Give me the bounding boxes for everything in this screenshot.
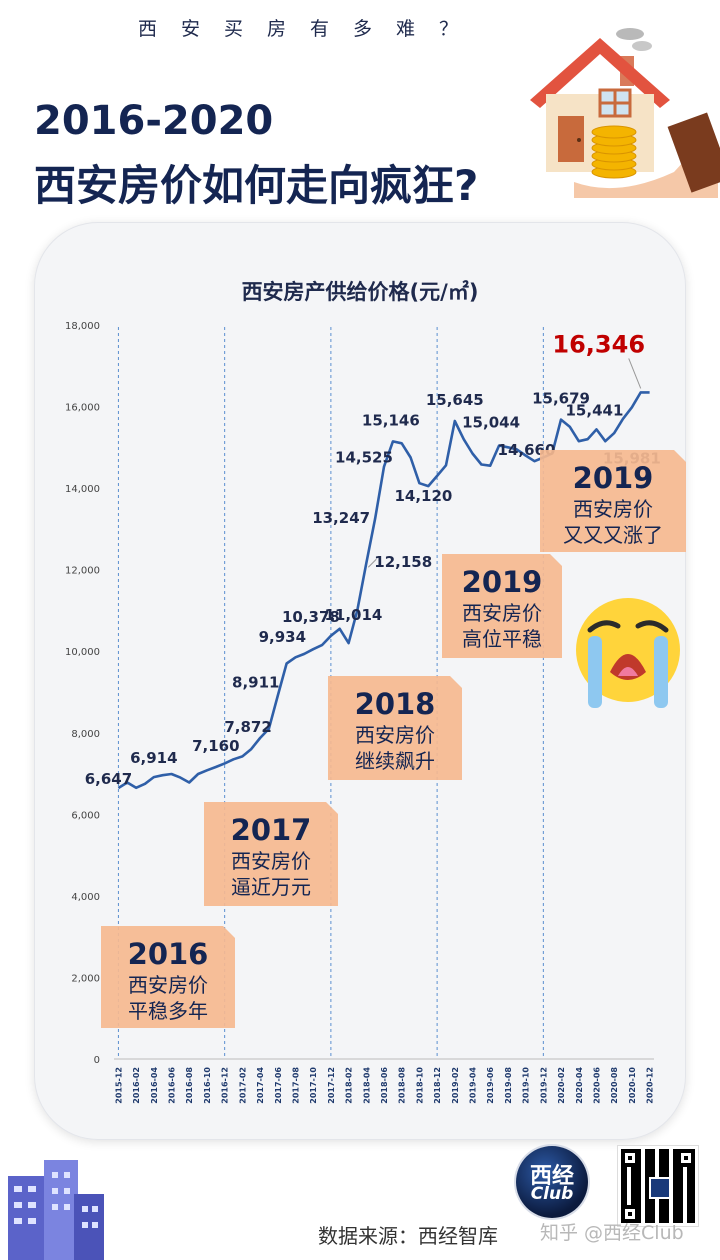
house-coins-hand-icon [530,28,720,198]
chart-card: 西安房产供给价格(元/㎡) 0 2,000 4,000 6,000 8,000 10,000… [34,222,686,1140]
crying-face-icon [576,598,680,708]
series-line [117,391,650,790]
y-tick-label: 16,000 [65,403,100,414]
annotation-line2: 平稳多年 [128,999,208,1023]
data-value-label: 15,044 [462,414,520,432]
x-tick-label: 2020-12 [646,1067,655,1104]
x-tick-label: 2016-02 [132,1067,141,1104]
annotation-box [204,802,338,906]
data-value-label: 13,247 [312,509,370,527]
y-tick-label: 0 [94,1055,100,1066]
annotation-line2: 又又又涨了 [563,523,663,547]
x-tick-label: 2017-04 [256,1067,265,1104]
peak-leader-line [628,358,642,389]
leader-line [367,558,377,568]
y-tick-label: 8,000 [71,729,100,740]
x-tick-label: 2016-08 [185,1067,194,1104]
data-value-label: 12,158 [374,553,432,571]
data-value-label: 14,120 [394,487,452,505]
annotation-line1: 西安房价 [355,723,435,747]
x-tick-label: 2016-10 [203,1067,212,1104]
y-tick-label: 10,000 [65,647,100,658]
annotation-year: 2016 [128,937,209,971]
data-value-label: 7,872 [224,718,271,736]
annotation-line2: 高位平稳 [462,627,542,651]
x-tick-label: 2018-06 [380,1067,389,1104]
x-tick-label: 2018-08 [398,1067,407,1104]
y-tick-label: 14,000 [65,484,100,495]
y-tick-label: 2,000 [71,973,100,984]
x-tick-label: 2019-10 [522,1067,531,1104]
data-value-label: 11,014 [324,606,382,624]
page-title-years: 2016-2020 [34,98,274,144]
x-tick-label: 2016-06 [168,1067,177,1104]
x-tick-label: 2018-10 [415,1067,424,1104]
page-title: 西安房价如何走向疯狂? [34,161,479,210]
annotation-box [328,676,462,780]
building-icon [8,1160,104,1260]
data-value-label: 15,645 [426,391,484,409]
chart-title: 西安房产供给价格(元/㎡) [242,280,479,304]
x-tick-label: 2020-06 [592,1067,601,1104]
data-value-label: 14,525 [335,449,393,467]
data-value-label: 7,160 [192,737,239,755]
annotation-year: 2017 [231,813,312,847]
page-kicker: 西安买房有多难？ [137,18,482,40]
price-line-chart: 西安房产供给价格(元/㎡) 0 2,000 4,000 6,000 8,000 10,000… [65,280,686,1104]
y-tick-label: 18,000 [65,321,100,332]
xijing-club-logo: 西经 Club [516,1146,588,1218]
x-tick-label: 2018-02 [345,1067,354,1104]
logo-text-main: 西经 [529,1163,574,1189]
data-source: 数据来源：西经智库 [318,1224,498,1248]
annotation-line1: 西安房价 [231,849,311,873]
x-tick-label: 2017-12 [327,1067,336,1104]
annotation-line1: 西安房价 [462,601,542,625]
annotation-year: 2018 [355,687,436,721]
x-tick-label: 2017-06 [274,1067,283,1104]
y-tick-label: 6,000 [71,810,100,821]
annotation-year: 2019 [573,461,654,495]
annotation-year: 2019 [462,565,543,599]
x-tick-label: 2015-12 [114,1067,123,1104]
annotation-box [442,554,562,658]
data-value-label: 8,911 [232,674,279,692]
x-tick-label: 2016-04 [150,1067,159,1104]
x-tick-label: 2019-02 [451,1067,460,1104]
x-tick-label: 2018-12 [433,1067,442,1104]
x-tick-label: 2019-04 [469,1067,478,1104]
x-tick-label: 2019-12 [539,1067,548,1104]
qr-code-icon[interactable] [618,1146,698,1226]
x-tick-label: 2016-12 [221,1067,230,1104]
x-tick-label: 2020-02 [557,1067,566,1104]
annotation-line1: 西安房价 [573,497,653,521]
peak-value-label: 16,346 [552,330,645,358]
data-value-label: 15,146 [362,411,420,429]
x-tick-label: 2017-02 [238,1067,247,1104]
annotation-box [101,926,235,1028]
x-tick-label: 2017-08 [291,1067,300,1104]
data-value-label: 15,441 [566,401,624,419]
x-tick-label: 2020-10 [628,1067,637,1104]
x-tick-label: 2018-04 [362,1067,371,1104]
logo-text-club: Club [530,1184,574,1204]
watermark: 知乎 @西经Club [540,1222,684,1244]
data-value-label: 9,934 [259,628,306,646]
annotation-line2: 逼近万元 [231,875,311,899]
annotation-box [540,450,686,552]
x-tick-label: 2020-04 [575,1067,584,1104]
annotation-line2: 继续飙升 [355,749,435,773]
annotation-line1: 西安房价 [128,973,208,997]
y-tick-label: 12,000 [65,566,100,577]
data-value-label: 6,647 [85,770,132,788]
x-tick-label: 2017-10 [309,1067,318,1104]
data-value-label: 10,378 [282,608,340,626]
data-value-label: 15,679 [532,390,590,408]
x-tick-label: 2019-06 [486,1067,495,1104]
x-tick-label: 2020-08 [610,1067,619,1104]
x-tick-label: 2019-08 [504,1067,513,1104]
y-tick-label: 4,000 [71,892,100,903]
data-value-label: 6,914 [130,749,177,767]
